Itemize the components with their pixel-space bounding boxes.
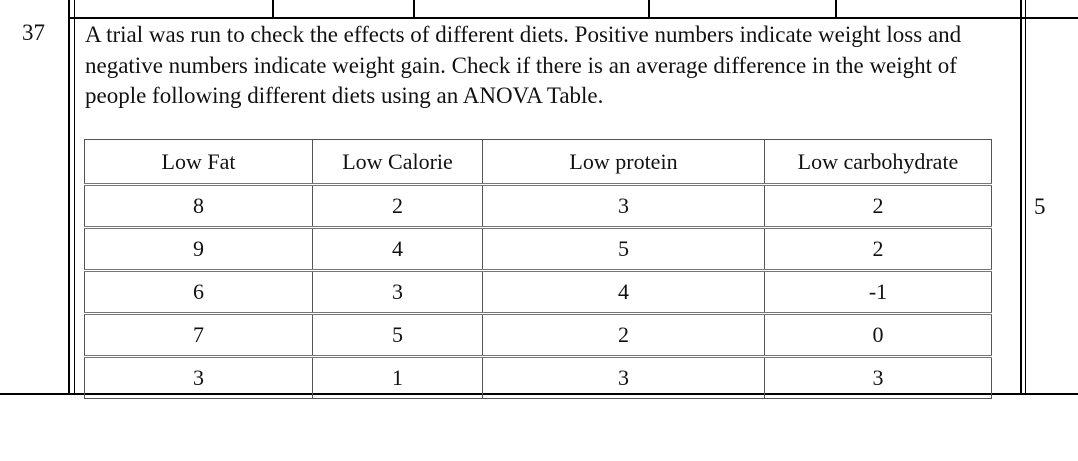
- header-low-carbohydrate: Low carbohydrate: [764, 139, 992, 185]
- prev-row-divider: [272, 0, 274, 18]
- header-low-fat: Low Fat: [84, 139, 313, 185]
- prev-row-divider: [648, 0, 650, 18]
- prev-row-divider: [413, 0, 415, 18]
- table-cell: 4: [312, 226, 483, 271]
- table-row: 3 1 3 3: [84, 355, 992, 399]
- table-cell: 8: [84, 183, 313, 228]
- table-cell: 6: [84, 269, 313, 314]
- table-cell: 3: [482, 355, 765, 399]
- header-low-protein: Low protein: [482, 139, 765, 185]
- question-number: 37: [22, 20, 45, 45]
- table-cell: 3: [482, 183, 765, 228]
- question-text: A trial was run to check the effects of …: [85, 22, 962, 108]
- prev-row-divider: [835, 0, 837, 18]
- table-cell: 5: [482, 226, 765, 271]
- table-cell: 9: [84, 226, 313, 271]
- table-cell: 2: [764, 226, 992, 271]
- number-column-divider: [68, 0, 70, 394]
- table-row: 8 2 3 2: [84, 183, 992, 228]
- table-cell: 2: [482, 312, 765, 357]
- header-low-calorie: Low Calorie: [312, 139, 483, 185]
- table-cell: -1: [764, 269, 992, 314]
- diet-data-table: Low Fat Low Calorie Low protein Low carb…: [84, 139, 992, 399]
- question-marks: 5: [1034, 194, 1046, 219]
- marks-column-divider-inner: [1025, 0, 1026, 394]
- marks-column-divider: [1020, 0, 1022, 394]
- table-cell: 3: [312, 269, 483, 314]
- table-cell: 5: [312, 312, 483, 357]
- number-column-divider-inner: [74, 0, 75, 394]
- table-cell: 3: [764, 355, 992, 399]
- table-row: 6 3 4 -1: [84, 269, 992, 314]
- table-cell: 2: [764, 183, 992, 228]
- top-border: [70, 17, 1078, 19]
- header-row: Low Fat Low Calorie Low protein Low carb…: [84, 139, 992, 185]
- table-cell: 7: [84, 312, 313, 357]
- table-cell: 1: [312, 355, 483, 399]
- table-cell: 0: [764, 312, 992, 357]
- table-cell: 2: [312, 183, 483, 228]
- table-row: 7 5 2 0: [84, 312, 992, 357]
- table-cell: 4: [482, 269, 765, 314]
- table-row: 9 4 5 2: [84, 226, 992, 271]
- table-cell: 3: [84, 355, 313, 399]
